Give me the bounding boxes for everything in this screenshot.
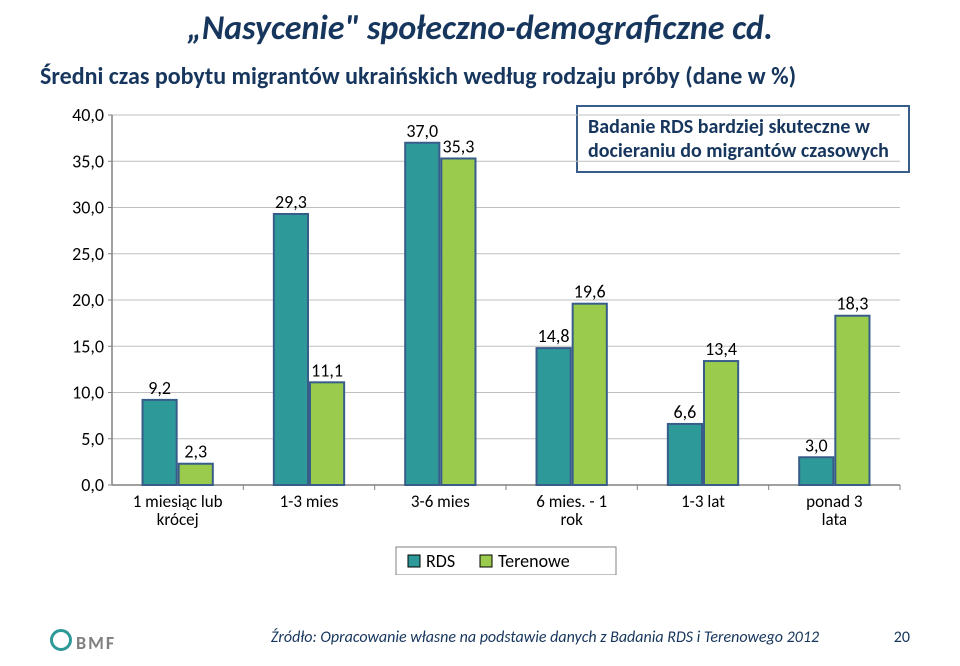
- bar-value: 29,3: [275, 191, 307, 213]
- page-number: 20: [894, 628, 910, 647]
- bar-value: 19,6: [574, 281, 606, 303]
- category-label: krócej: [157, 509, 199, 530]
- svg-text:25,0: 25,0: [72, 243, 104, 265]
- bar-value: 3,0: [805, 434, 828, 456]
- bar-value: 11,1: [311, 359, 343, 381]
- bar-value: 13,4: [705, 338, 737, 360]
- bar: [310, 382, 344, 485]
- legend-label: Terenowe: [498, 550, 570, 572]
- bar: [179, 464, 213, 485]
- svg-text:0,0: 0,0: [81, 474, 104, 496]
- bar-value: 2,3: [184, 441, 207, 463]
- bar: [668, 424, 702, 485]
- bar: [799, 457, 833, 485]
- bar-value: 9,2: [148, 377, 171, 399]
- bar-value: 37,0: [406, 120, 438, 142]
- bar: [274, 214, 308, 485]
- bar: [441, 158, 475, 485]
- footer: Źródło: Opracowanie własne na podstawie …: [50, 628, 910, 658]
- bar: [704, 361, 738, 485]
- legend-swatch: [480, 555, 492, 567]
- legend-swatch: [408, 555, 420, 567]
- svg-text:10,0: 10,0: [72, 382, 104, 404]
- category-label: lata: [822, 509, 848, 530]
- bar-value: 18,3: [836, 293, 868, 315]
- category-label: 1-3 mies: [280, 491, 339, 512]
- bar: [573, 304, 607, 485]
- svg-text:15,0: 15,0: [72, 335, 104, 357]
- svg-text:35,0: 35,0: [72, 150, 104, 172]
- category-label: rok: [560, 509, 583, 530]
- svg-text:30,0: 30,0: [72, 197, 104, 219]
- bar: [405, 143, 439, 485]
- chart-subtitle: Średni czas pobytu migrantów ukraińskich…: [40, 62, 796, 91]
- bar-value: 14,8: [538, 325, 570, 347]
- bar-value: 6,6: [674, 401, 697, 423]
- svg-text:40,0: 40,0: [72, 105, 104, 126]
- svg-text:20,0: 20,0: [72, 289, 104, 311]
- bar: [143, 400, 177, 485]
- bar-value: 35,3: [442, 135, 474, 157]
- category-label: 3-6 mies: [411, 491, 470, 512]
- source-text: Źródło: Opracowanie własne na podstawie …: [230, 628, 860, 647]
- page-title: „Nasycenie" społeczno-demograficzne cd.: [0, 8, 960, 49]
- category-label: 1-3 lat: [681, 491, 725, 512]
- bar: [537, 348, 571, 485]
- bar-chart: 0,0 5,0 10,0 15,0 20,0 25,0 30,0 35,0 40,0 9,2 2,3…: [40, 105, 920, 555]
- legend-label: RDS: [426, 550, 455, 572]
- bar: [835, 316, 869, 485]
- svg-text:5,0: 5,0: [81, 428, 104, 450]
